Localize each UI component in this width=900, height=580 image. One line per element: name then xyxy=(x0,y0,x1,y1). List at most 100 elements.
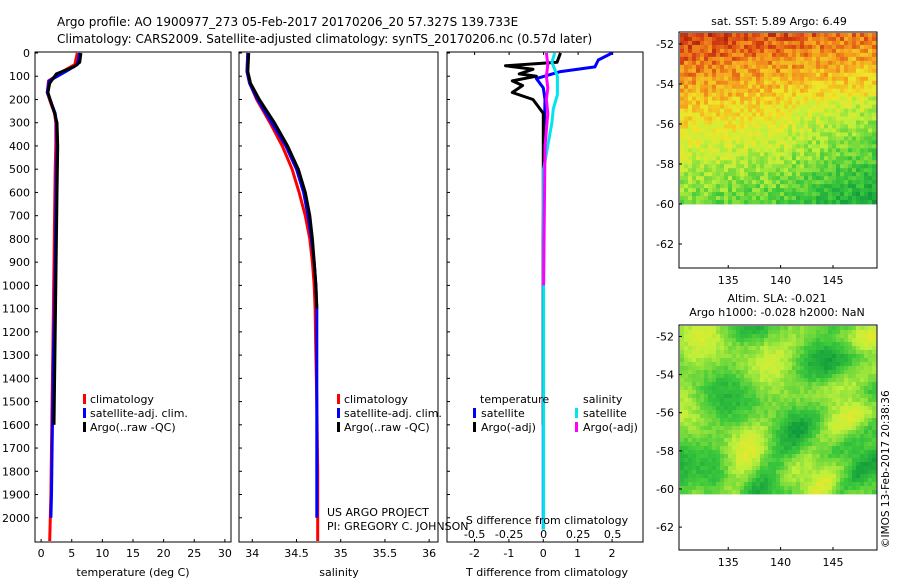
map-cell xyxy=(740,172,745,177)
map-cell xyxy=(732,100,737,105)
map-cell xyxy=(788,386,793,391)
map-cell xyxy=(820,156,825,161)
map-cell xyxy=(704,486,709,491)
map-cell xyxy=(708,172,713,177)
map-cell xyxy=(840,124,845,129)
map-cell xyxy=(712,33,717,38)
map-cell xyxy=(724,386,729,391)
map-cell xyxy=(752,414,757,419)
map-cell xyxy=(688,124,693,129)
map-cell xyxy=(724,362,729,367)
map-cell xyxy=(776,478,781,483)
map-cell xyxy=(776,56,781,62)
map-cell xyxy=(828,434,833,439)
map-cell xyxy=(736,124,741,129)
map-cell xyxy=(684,56,689,62)
map-cell xyxy=(772,84,777,90)
map-cell xyxy=(840,402,845,407)
map-cell xyxy=(700,160,705,165)
map-cell xyxy=(724,330,729,335)
map-cell xyxy=(852,36,857,42)
map-cell xyxy=(728,474,733,479)
map-cell xyxy=(704,144,709,149)
map-cell xyxy=(848,68,853,74)
map-cell xyxy=(868,184,873,189)
map-cell xyxy=(812,120,817,125)
map-cell xyxy=(716,72,721,78)
map-cell xyxy=(728,72,733,78)
map-cell xyxy=(872,172,877,177)
map-cell xyxy=(764,334,769,339)
legend-label-climatology: climatology xyxy=(90,393,154,406)
map-cell xyxy=(800,156,805,161)
map-cell xyxy=(700,96,705,102)
map-cell xyxy=(804,76,809,82)
map-cell xyxy=(864,144,869,149)
map-cell xyxy=(864,334,869,339)
map-cell xyxy=(700,136,705,141)
map-cell xyxy=(720,132,725,137)
map-cell xyxy=(820,422,825,427)
map-cell xyxy=(724,33,729,38)
map-cell xyxy=(828,334,833,339)
map-cell xyxy=(856,180,861,185)
map-cell xyxy=(688,76,693,82)
map-cell xyxy=(780,450,785,455)
map-cell xyxy=(696,366,701,371)
map-cell xyxy=(856,458,861,463)
map-cell xyxy=(784,120,789,125)
map-cell xyxy=(808,88,813,94)
map-cell xyxy=(840,370,845,375)
map-cell xyxy=(872,148,877,153)
map-cell xyxy=(768,48,773,54)
map-cell xyxy=(700,196,705,201)
map-cell xyxy=(788,44,793,50)
map-cell xyxy=(824,386,829,391)
map-cell xyxy=(780,426,785,431)
map-cell xyxy=(728,490,733,495)
map-cell xyxy=(684,338,689,343)
map-cell xyxy=(776,438,781,443)
map-cell xyxy=(728,68,733,74)
map-cell xyxy=(736,454,741,459)
map-cell xyxy=(748,438,753,443)
map-cell xyxy=(748,398,753,403)
map-cell xyxy=(756,334,761,339)
map-cell xyxy=(860,136,865,141)
map-cell xyxy=(688,148,693,153)
map-cell xyxy=(728,326,733,331)
map-cell xyxy=(748,44,753,50)
map-cell xyxy=(748,330,753,335)
map-cell xyxy=(716,350,721,355)
map-cell xyxy=(700,156,705,161)
map-cell xyxy=(868,346,873,351)
map-cell xyxy=(712,192,717,197)
map-cell xyxy=(856,112,861,117)
map-cell xyxy=(832,374,837,379)
map-cell xyxy=(788,168,793,173)
map-cell xyxy=(780,172,785,177)
map-cell xyxy=(792,88,797,94)
map-cell xyxy=(704,168,709,173)
map-cell xyxy=(760,148,765,153)
map-cell xyxy=(708,406,713,411)
map-cell xyxy=(816,378,821,383)
map-cell xyxy=(740,96,745,102)
map-cell xyxy=(852,96,857,102)
map-cell xyxy=(808,72,813,78)
map-cell xyxy=(864,354,869,359)
map-cell xyxy=(844,398,849,403)
map-cell xyxy=(860,486,865,491)
map-cell xyxy=(848,394,853,399)
map-cell xyxy=(768,350,773,355)
map-cell xyxy=(748,156,753,161)
map-cell xyxy=(692,350,697,355)
map-cell xyxy=(712,180,717,185)
map-cell xyxy=(804,482,809,487)
map-cell xyxy=(684,172,689,177)
map-cell xyxy=(856,402,861,407)
map-cell xyxy=(852,418,857,423)
map-cell xyxy=(868,108,873,113)
map-cell xyxy=(740,470,745,475)
map-cell xyxy=(728,184,733,189)
